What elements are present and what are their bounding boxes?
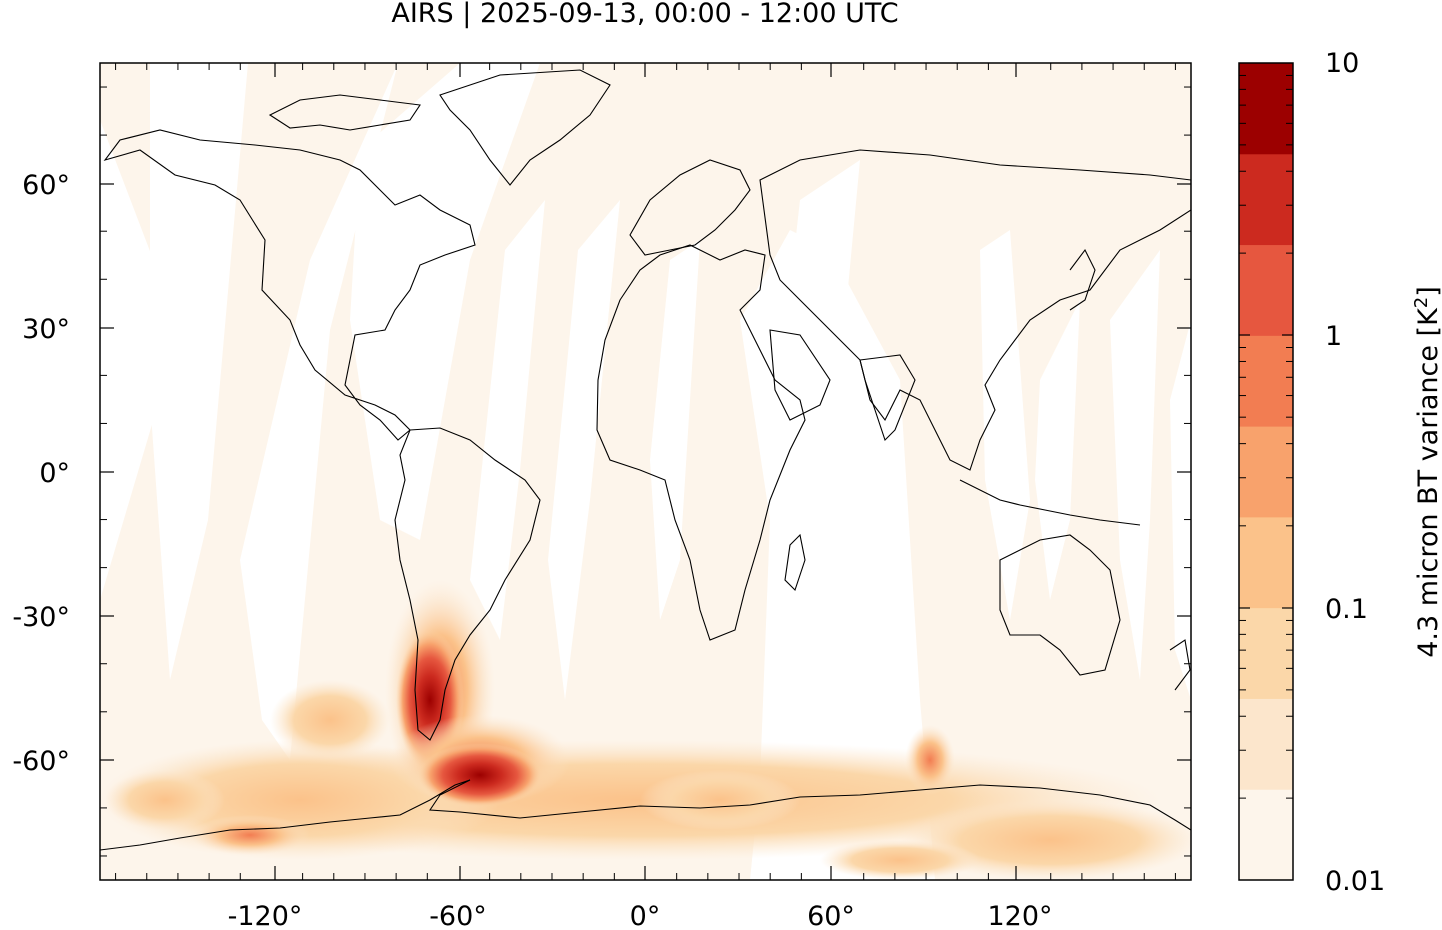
colorbar-label-text: 4.3 micron BT variance [K bbox=[1413, 307, 1442, 658]
europe-africa-coast bbox=[596, 244, 806, 641]
lat-tick-label: 0° bbox=[39, 458, 70, 489]
swath-gaps bbox=[100, 63, 1191, 880]
antarctica-coast bbox=[100, 779, 1191, 851]
colorbar-band bbox=[1239, 516, 1293, 609]
map-plot-area bbox=[100, 63, 1191, 880]
colorbar-bands bbox=[1239, 63, 1293, 881]
colorbar: 10 1 0.1 0.01 4.3 micron BT variance [K2… bbox=[1238, 48, 1442, 897]
map-title: AIRS | 2025-09-13, 00:00 - 12:00 UTC bbox=[391, 0, 899, 29]
map-ticks bbox=[100, 63, 1191, 880]
lon-tick-labels: -120° -60° 0° 60° 120° bbox=[228, 901, 1053, 930]
arabia-coast bbox=[769, 329, 831, 421]
colorbar-frame bbox=[1238, 62, 1294, 881]
australia-coast bbox=[999, 534, 1121, 676]
colorbar-label: 4.3 micron BT variance [K2] bbox=[1411, 286, 1442, 658]
lon-tick-label: 0° bbox=[630, 901, 661, 930]
lat-tick-label: -60° bbox=[12, 746, 70, 777]
map-minor-ticks bbox=[100, 63, 1191, 880]
lat-tick-labels: 60° 30° 0° -30° -60° bbox=[12, 170, 70, 777]
colorbar-tick-label: 10 bbox=[1325, 48, 1359, 79]
indonesia-coast bbox=[959, 479, 1141, 526]
colorbar-band bbox=[1239, 244, 1293, 336]
lon-tick-label: 120° bbox=[987, 901, 1052, 930]
colorbar-band bbox=[1239, 426, 1293, 518]
colorbar-band bbox=[1239, 63, 1293, 155]
colorbar-band bbox=[1239, 607, 1293, 699]
colorbar-band bbox=[1239, 335, 1293, 427]
lon-tick-label: -120° bbox=[228, 901, 303, 930]
new-zealand-coast bbox=[1169, 639, 1191, 691]
greenland-coast bbox=[439, 69, 611, 186]
colorbar-tick-label: 0.1 bbox=[1325, 594, 1368, 625]
asia-coast bbox=[759, 149, 1191, 471]
madagascar-coast bbox=[784, 533, 806, 592]
scandinavia-coast bbox=[629, 159, 751, 256]
lat-tick-label: -30° bbox=[12, 602, 70, 633]
japan-coast bbox=[1069, 248, 1096, 311]
lon-tick-label: -60° bbox=[429, 901, 487, 930]
colorbar-label-sup: 2 bbox=[1411, 297, 1432, 308]
colorbar-band bbox=[1239, 698, 1293, 790]
coastlines bbox=[100, 69, 1191, 851]
colorbar-band bbox=[1239, 789, 1293, 881]
lat-tick-label: 30° bbox=[22, 314, 70, 345]
arctic-islands bbox=[268, 94, 421, 131]
north-america-coast bbox=[103, 129, 476, 441]
colorbar-tick-label: 1 bbox=[1325, 321, 1342, 352]
variance-field bbox=[100, 580, 1191, 880]
colorbar-ticks bbox=[1239, 334, 1293, 609]
south-america-coast bbox=[394, 427, 541, 741]
india-coast bbox=[859, 354, 916, 442]
lat-tick-label: 60° bbox=[22, 170, 70, 201]
colorbar-tick-label: 0.01 bbox=[1325, 866, 1385, 897]
colorbar-band bbox=[1239, 153, 1293, 246]
lon-tick-label: 60° bbox=[807, 901, 855, 930]
colorbar-label-suffix: ] bbox=[1413, 286, 1442, 297]
